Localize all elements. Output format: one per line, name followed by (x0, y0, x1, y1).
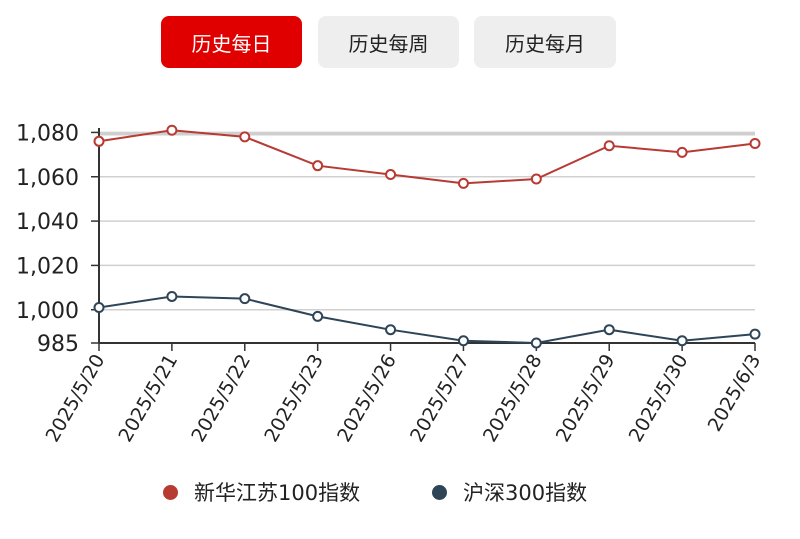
y-tick-label: 1,000 (16, 299, 79, 324)
tab-weekly-history[interactable]: 历史每周 (318, 16, 459, 68)
x-tick-label: 2025/5/20 (42, 351, 110, 446)
period-tabs: 历史每日 历史每周 历史每月 (0, 0, 800, 80)
y-tick-label: 1,060 (16, 166, 79, 191)
data-point-1-9 (749, 328, 761, 340)
data-point-0-2 (239, 131, 251, 143)
tab-monthly-history[interactable]: 历史每月 (474, 16, 616, 68)
x-tick-label: 2025/5/30 (625, 351, 693, 446)
x-tick-label: 2025/5/29 (552, 351, 620, 446)
x-tick-label: 2025/5/26 (333, 351, 401, 446)
y-tick-label: 1,020 (16, 254, 79, 279)
x-tick-label: 2025/6/3 (704, 351, 766, 436)
data-point-1-5 (457, 335, 469, 347)
y-tick-label: 1,040 (16, 210, 79, 235)
data-point-1-4 (385, 324, 397, 336)
data-point-1-3 (312, 310, 324, 322)
data-point-0-3 (312, 160, 324, 172)
data-point-0-9 (749, 138, 761, 150)
chart-legend: 新华江苏100指数 沪深300指数 (0, 474, 800, 510)
data-point-1-2 (239, 293, 251, 305)
x-tick-label: 2025/5/22 (187, 351, 255, 446)
series-line-1 (98, 295, 756, 345)
series-line-0 (98, 129, 756, 185)
data-point-0-4 (385, 169, 397, 181)
data-point-0-1 (166, 124, 178, 136)
data-point-1-1 (166, 290, 178, 302)
data-point-1-6 (530, 337, 542, 349)
data-point-1-7 (603, 324, 615, 336)
tab-daily-history[interactable]: 历史每日 (161, 16, 302, 68)
legend-label-csi300: 沪深300指数 (463, 481, 588, 505)
data-point-1-0 (93, 302, 105, 314)
legend-item-jiangsu100[interactable]: 新华江苏100指数 (163, 474, 360, 510)
data-point-0-8 (676, 146, 688, 158)
x-tick-label: 2025/5/23 (260, 351, 328, 446)
legend-marker-csi300 (432, 484, 447, 500)
x-tick-label: 2025/5/28 (479, 351, 547, 446)
data-point-0-7 (603, 140, 615, 152)
x-tick-label: 2025/5/21 (114, 351, 182, 446)
data-point-0-5 (457, 177, 469, 189)
y-tick-label: 985 (37, 332, 79, 357)
data-point-0-0 (93, 135, 105, 147)
legend-item-csi300[interactable]: 沪深300指数 (432, 474, 587, 510)
x-tick-label: 2025/5/27 (406, 351, 474, 446)
y-tick-label: 1,080 (16, 121, 79, 146)
data-point-1-8 (676, 335, 688, 347)
legend-label-jiangsu100: 新华江苏100指数 (194, 481, 361, 505)
data-point-0-6 (530, 173, 542, 185)
legend-marker-jiangsu100 (163, 484, 178, 500)
